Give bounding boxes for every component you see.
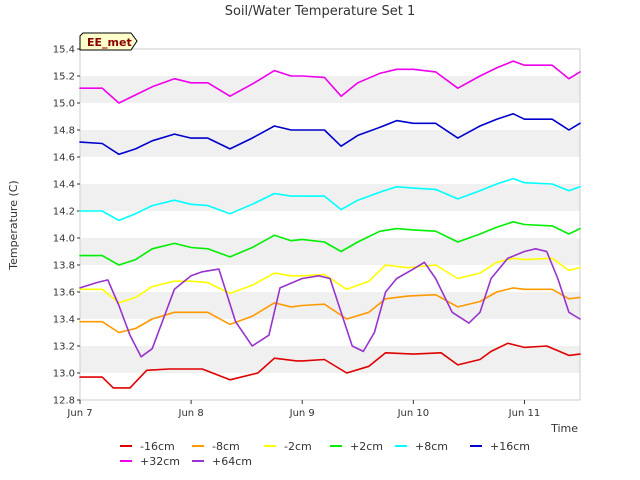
site-label-text: EE_met: [87, 36, 132, 49]
x-tick-label: Jun 8: [178, 408, 204, 419]
y-tick-label: 13.2: [53, 342, 75, 353]
legend-label: -8cm: [212, 440, 240, 453]
legend-label: +32cm: [140, 455, 180, 468]
series-line-16cm: [79, 342, 581, 389]
y-tick-label: 15.2: [53, 72, 75, 83]
y-tick-label: 15.4: [53, 45, 75, 56]
series-line-32cm: [79, 60, 581, 104]
background-band: [80, 238, 580, 265]
y-tick-label: 14.2: [53, 207, 75, 218]
legend-item: +16cm: [470, 440, 530, 453]
series-line-2cm: [79, 257, 581, 304]
x-tick-label: Jun 11: [508, 408, 541, 419]
legend-item: +64cm: [192, 455, 252, 468]
legend-label: -2cm: [284, 440, 312, 453]
y-tick-label: 13.6: [53, 288, 75, 299]
x-axis: Jun 7 Jun 8 Jun 9 Jun 10 Jun 11: [66, 400, 540, 419]
background-band: [80, 184, 580, 211]
legend-item: -16cm: [120, 440, 175, 453]
legend-label: +2cm: [350, 440, 383, 453]
site-label-box: [79, 32, 138, 51]
series-line-8cm: [79, 287, 581, 334]
series-line-64cm: [79, 248, 581, 358]
chart-title: Soil/Water Temperature Set 1: [225, 4, 416, 19]
y-tick-label: 12.8: [53, 396, 75, 407]
legend-item: +8cm: [395, 440, 448, 453]
y-tick-label: 14.6: [53, 153, 75, 164]
y-tick-label: 15.0: [53, 99, 75, 110]
legend-label: +16cm: [490, 440, 530, 453]
legend-label: -16cm: [140, 440, 175, 453]
y-axis-label: Temperature (C): [7, 180, 20, 270]
x-tick-label: Jun 9: [289, 408, 315, 419]
legend-item: +32cm: [120, 455, 180, 468]
y-tick-label: 13.4: [53, 315, 75, 326]
y-tick-label: 14.8: [53, 126, 75, 137]
series-line-2cm: [79, 221, 581, 266]
series-line-8cm: [79, 177, 581, 222]
legend: -16cm -8cm -2cm +2cm +8cm +16cm +32cm +64cm: [120, 440, 530, 468]
plot-frame: [79, 48, 581, 401]
series-line-16cm: [79, 113, 581, 156]
plot-background-bands: [80, 49, 580, 400]
y-tick-label: 14.4: [53, 180, 75, 191]
y-axis: 12.8 13.0 13.2 13.4 13.6 13.8 14.0 14.2 14.4 14.6…: [53, 45, 80, 407]
legend-item: +2cm: [330, 440, 383, 453]
x-tick-label: Jun 7: [66, 408, 92, 419]
y-tick-label: 13.0: [53, 369, 75, 380]
plot-background: [80, 49, 580, 400]
legend-label: +8cm: [415, 440, 448, 453]
x-axis-label: Time: [550, 422, 578, 435]
background-band: [80, 292, 580, 319]
background-band: [80, 130, 580, 157]
background-band: [80, 346, 580, 373]
series-lines: [79, 60, 581, 389]
legend-label: +64cm: [212, 455, 252, 468]
legend-item: -2cm: [264, 440, 312, 453]
background-band: [80, 76, 580, 103]
y-tick-label: 14.0: [53, 234, 75, 245]
site-label-badge: EE_met: [79, 32, 138, 51]
x-tick-label: Jun 10: [397, 408, 430, 419]
y-tick-label: 13.8: [53, 261, 75, 272]
legend-item: -8cm: [192, 440, 240, 453]
